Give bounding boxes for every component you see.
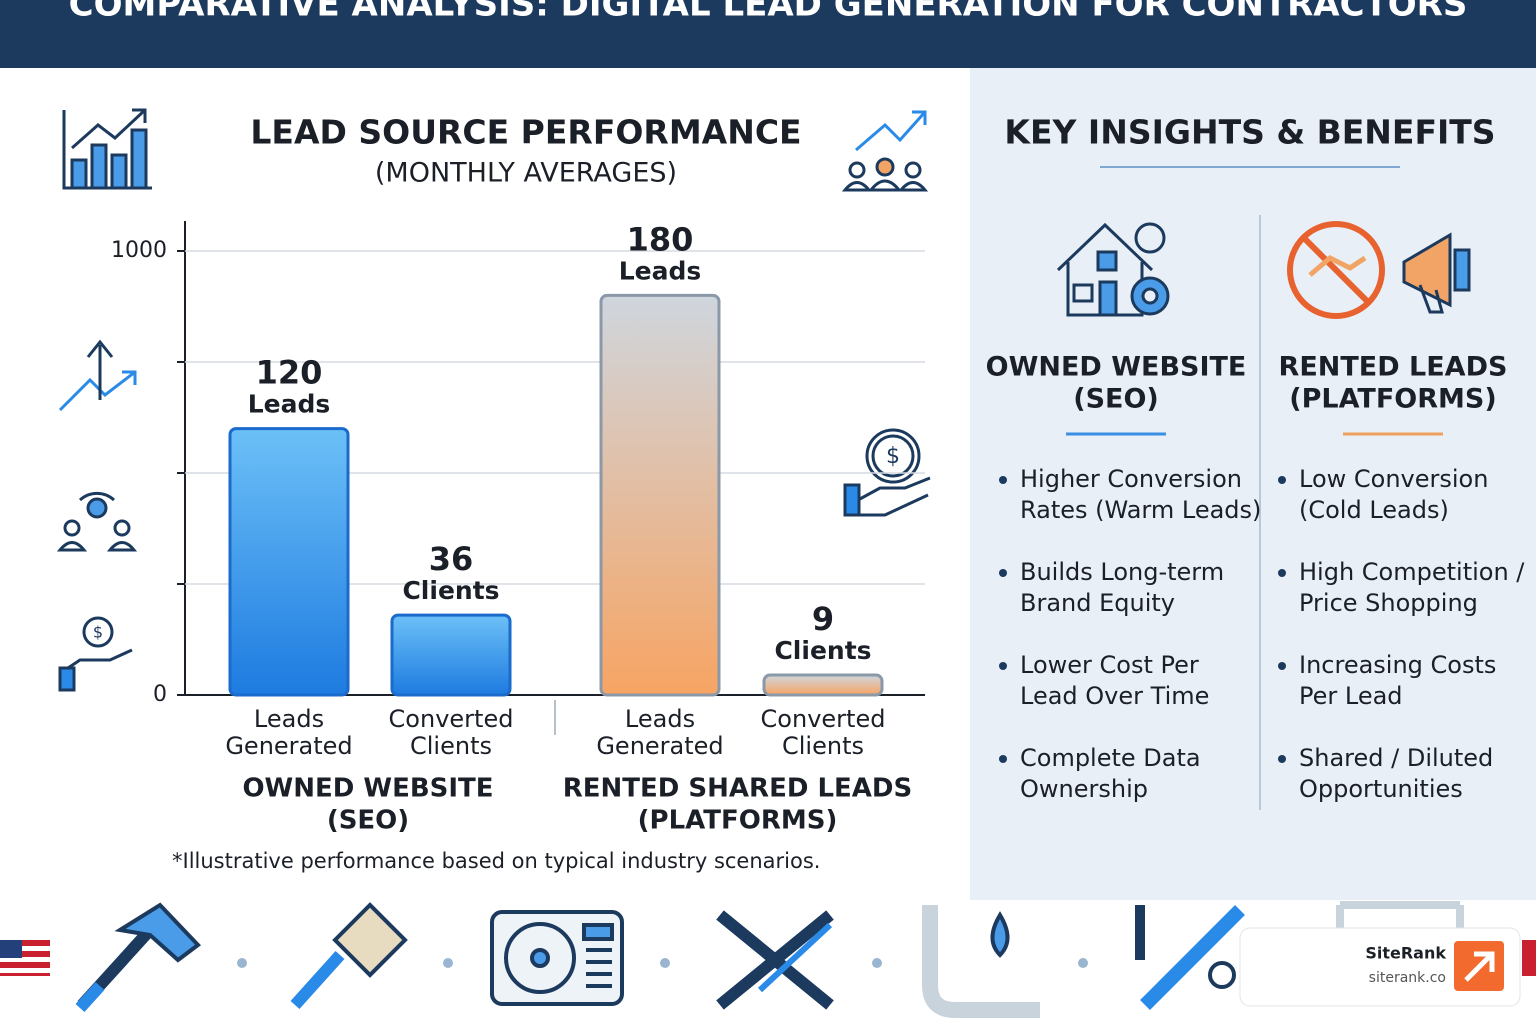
bullet-dot	[999, 755, 1007, 763]
growth-icon	[841, 110, 929, 192]
icon-glyph: $	[886, 444, 900, 469]
x-tick-label: Converted	[761, 705, 886, 733]
watermark-name: SiteRank	[1365, 944, 1446, 963]
bar	[390, 613, 512, 697]
watermark-url: siterank.co	[1369, 970, 1446, 986]
x-tick-label: Generated	[225, 732, 352, 760]
bullet-text: Lead Over Time	[1020, 682, 1209, 710]
value-label: 36	[429, 540, 474, 578]
bullet-text: Higher Conversion	[1020, 465, 1242, 493]
bullet-text: Builds Long-term	[1020, 558, 1224, 586]
value-label: 120	[256, 354, 323, 392]
value-unit: Leads	[248, 390, 331, 419]
bullet-dot	[1278, 569, 1286, 577]
bullet-dot	[1278, 755, 1286, 763]
y-tick-label: 1000	[111, 238, 167, 263]
bullet-text: Complete Data	[1020, 744, 1201, 772]
no-handshake-icon	[1287, 221, 1471, 319]
separator-dots	[237, 958, 1088, 968]
bullet-text: Price Shopping	[1299, 589, 1478, 617]
group-label: (PLATFORMS)	[638, 806, 838, 836]
bullet-text: Per Lead	[1299, 682, 1403, 710]
side-icons: $ $	[56, 339, 931, 692]
x-tick-label: Generated	[596, 732, 723, 760]
y-tick-label: 0	[153, 682, 167, 707]
bullet-text: Rates (Warm Leads)	[1020, 496, 1261, 524]
x-tick-label: Clients	[782, 732, 864, 760]
watermark-arrow	[1464, 951, 1495, 982]
value-label: 9	[812, 600, 834, 638]
bullet-dot	[999, 662, 1007, 670]
bullet-text: Brand Equity	[1020, 589, 1175, 617]
insights-panel	[970, 68, 1536, 900]
icon-glyph: $	[93, 623, 103, 642]
bullet-text: Increasing Costs	[1299, 651, 1496, 679]
watermark-box	[1239, 927, 1521, 1007]
x-tick-label: Clients	[410, 732, 492, 760]
bullet-dot	[1278, 662, 1286, 670]
flag	[0, 940, 1536, 976]
value-unit: Clients	[402, 576, 499, 605]
column-heading: (SEO)	[1073, 384, 1159, 415]
bullet-text: Ownership	[1020, 775, 1148, 803]
group-label: (SEO)	[327, 806, 409, 836]
bar	[762, 673, 884, 697]
trade-icons	[75, 901, 1464, 1018]
chart-subtitle: (MONTHLY AVERAGES)	[375, 158, 677, 189]
group-label: OWNED WEBSITE	[242, 774, 493, 804]
bullet-text: High Competition /	[1299, 558, 1525, 586]
bullet-dot	[1278, 476, 1286, 484]
column-heading: RENTED LEADS	[1279, 352, 1508, 383]
bullet-dot	[999, 476, 1007, 484]
bullet-text: Shared / Diluted	[1299, 744, 1493, 772]
bullet-dot	[999, 569, 1007, 577]
chart-note: *Illustrative performance based on typic…	[172, 849, 820, 873]
header-title: COMPARATIVE ANALYSIS: DIGITAL LEAD GENER…	[69, 0, 1468, 25]
x-tick-label: Leads	[254, 705, 324, 733]
x-tick-label: Leads	[625, 705, 695, 733]
column-heading: (PLATFORMS)	[1289, 384, 1496, 415]
bullet-text: Opportunities	[1299, 775, 1463, 803]
value-label: 180	[627, 220, 694, 258]
bullet-text: Lower Cost Per	[1020, 651, 1199, 679]
chart-title: LEAD SOURCE PERFORMANCE	[250, 113, 801, 152]
house-icon	[1056, 222, 1170, 317]
column-heading: OWNED WEBSITE	[986, 352, 1247, 383]
bullet-text: Low Conversion	[1299, 465, 1488, 493]
value-unit: Clients	[774, 636, 871, 665]
chart-icon	[62, 108, 152, 190]
x-tick-label: Converted	[389, 705, 514, 733]
bullet-text: (Cold Leads)	[1299, 496, 1449, 524]
bar	[228, 427, 350, 697]
insights-title: KEY INSIGHTS & BENEFITS	[1004, 113, 1495, 152]
group-label: RENTED SHARED LEADS	[563, 774, 912, 804]
bar	[599, 293, 721, 697]
header-band	[0, 0, 1536, 68]
value-unit: Leads	[619, 256, 702, 285]
